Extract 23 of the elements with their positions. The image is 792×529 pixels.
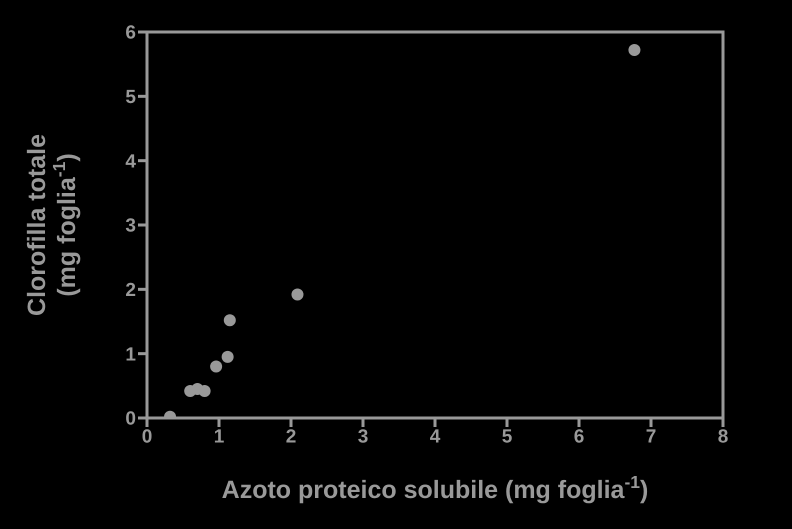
x-tick-label: 6 (574, 426, 584, 448)
x-tick-label: 2 (286, 426, 296, 448)
point (198, 384, 211, 397)
y-tick-label: 5 (125, 87, 136, 108)
x-tick-label: 1 (214, 426, 225, 448)
x-tick-label: 3 (358, 426, 368, 448)
y-tick-label: 2 (125, 280, 136, 302)
x-tick-label: 8 (718, 426, 728, 448)
point (291, 288, 304, 300)
x-axis-title: Azoto proteico solubile (mg foglia$^{-1}$) (222, 472, 648, 504)
y-tick-label: 1 (125, 344, 136, 366)
y-tick-label: 6 (125, 22, 136, 44)
y-tick-label: 3 (125, 216, 136, 237)
x-tick-label: 5 (502, 426, 513, 448)
x-tick-label: 0 (142, 426, 152, 448)
point (224, 314, 236, 326)
point (210, 360, 222, 373)
y-tick-label: 4 (125, 151, 136, 172)
y-tick-label: 0 (125, 408, 136, 430)
point (222, 350, 234, 363)
x-tick-label: 7 (646, 426, 656, 448)
x-tick-label: 4 (430, 426, 441, 448)
point (628, 44, 640, 56)
